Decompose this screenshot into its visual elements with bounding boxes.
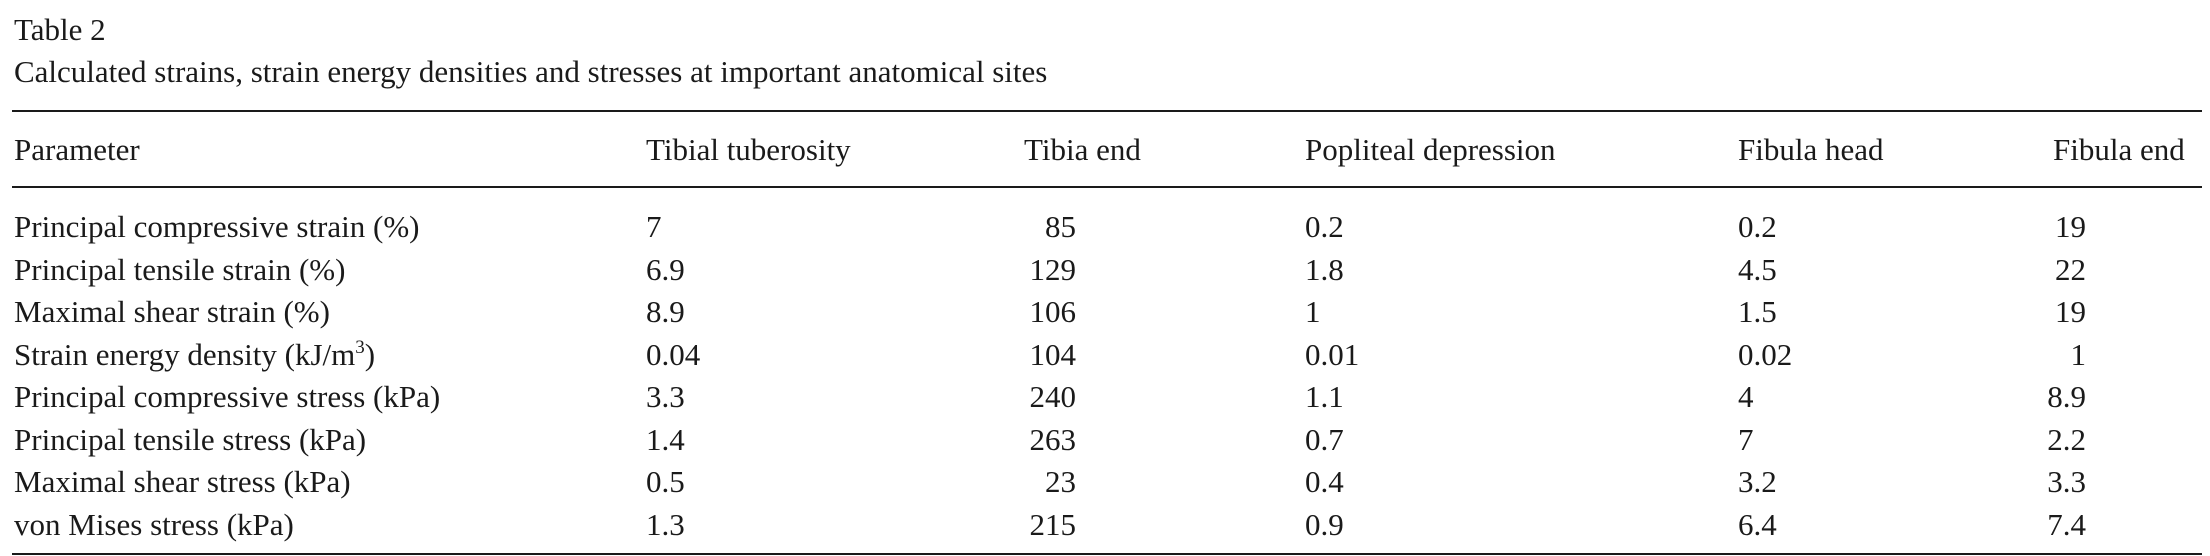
row-parameter: Strain energy density (kJ/m3) bbox=[14, 337, 375, 373]
parameter-tail: ) bbox=[364, 337, 376, 372]
row-value: 129 bbox=[1029, 252, 1077, 287]
header-rule bbox=[12, 186, 2202, 188]
row-value: 1.5 bbox=[1738, 294, 1777, 329]
row-value: 0.2 bbox=[1305, 209, 1344, 244]
row-parameter: Principal tensile strain (%) bbox=[14, 252, 345, 288]
row-value: 22 bbox=[2055, 252, 2086, 287]
row-value: 2.2 bbox=[2047, 422, 2086, 457]
row-parameter: Maximal shear stress (kPa) bbox=[14, 464, 351, 500]
row-value: 1 bbox=[1305, 294, 1321, 329]
row-value: 106 bbox=[1029, 294, 1077, 329]
parameter-text: Principal compressive strain (%) bbox=[14, 209, 420, 244]
header-tibia-end: Tibia end bbox=[1024, 132, 1141, 167]
row-value: 23 bbox=[1045, 464, 1076, 499]
row-value: 0.4 bbox=[1305, 464, 1344, 499]
row-value: 7 bbox=[1738, 422, 1754, 457]
row-parameter: Principal tensile stress (kPa) bbox=[14, 422, 366, 458]
parameter-text: von Mises stress (kPa) bbox=[14, 507, 294, 542]
row-value: 0.5 bbox=[646, 464, 685, 499]
row-value: 6.9 bbox=[646, 252, 685, 287]
row-value: 0.02 bbox=[1738, 337, 1793, 372]
row-value: 85 bbox=[1045, 209, 1076, 244]
row-value: 3.3 bbox=[646, 379, 685, 414]
row-value: 104 bbox=[1029, 337, 1077, 372]
unit-superscript: 3 bbox=[355, 337, 365, 358]
row-value: 0.04 bbox=[646, 337, 701, 372]
header-fibula-end: Fibula end bbox=[2053, 132, 2185, 167]
row-parameter: Principal compressive strain (%) bbox=[14, 209, 419, 245]
header-tibial-tuberosity: Tibial tuberosity bbox=[646, 132, 851, 167]
row-value: 4 bbox=[1738, 379, 1754, 414]
row-value: 0.2 bbox=[1738, 209, 1777, 244]
row-value: 0.7 bbox=[1305, 422, 1344, 457]
row-value: 19 bbox=[2055, 294, 2086, 329]
row-value: 1.3 bbox=[646, 507, 685, 542]
parameter-text: Maximal shear stress (kPa) bbox=[14, 464, 351, 499]
table-title: Calculated strains, strain energy densit… bbox=[14, 54, 1048, 89]
parameter-text: Strain energy density (kJ/m bbox=[14, 337, 356, 372]
row-value: 3.2 bbox=[1738, 464, 1777, 499]
row-value: 8.9 bbox=[2047, 379, 2086, 414]
row-value: 6.4 bbox=[1738, 507, 1777, 542]
parameter-text: Principal tensile stress (kPa) bbox=[14, 422, 367, 457]
row-value: 8.9 bbox=[646, 294, 685, 329]
bottom-rule bbox=[12, 553, 2202, 555]
row-value: 0.01 bbox=[1305, 337, 1360, 372]
parameter-text: Maximal shear strain (%) bbox=[14, 294, 330, 329]
row-value: 1.1 bbox=[1305, 379, 1344, 414]
header-popliteal-depression: Popliteal depression bbox=[1305, 132, 1556, 167]
top-rule bbox=[12, 110, 2202, 112]
row-parameter: Principal compressive stress (kPa) bbox=[14, 379, 440, 415]
row-value: 7 bbox=[646, 209, 662, 244]
parameter-text: Principal tensile strain (%) bbox=[14, 252, 346, 287]
row-value: 1.8 bbox=[1305, 252, 1344, 287]
row-value: 4.5 bbox=[1738, 252, 1777, 287]
parameter-text: Principal compressive stress (kPa) bbox=[14, 379, 441, 414]
row-value: 19 bbox=[2055, 209, 2086, 244]
header-parameter: Parameter bbox=[14, 132, 140, 167]
row-value: 1.4 bbox=[646, 422, 685, 457]
row-value: 7.4 bbox=[2047, 507, 2086, 542]
row-value: 3.3 bbox=[2047, 464, 2086, 499]
row-value: 263 bbox=[1029, 422, 1077, 457]
row-parameter: Maximal shear strain (%) bbox=[14, 294, 330, 330]
table-label: Table 2 bbox=[14, 12, 106, 47]
row-value: 215 bbox=[1029, 507, 1077, 542]
row-value: 240 bbox=[1029, 379, 1077, 414]
row-value: 1 bbox=[2070, 337, 2087, 372]
row-parameter: von Mises stress (kPa) bbox=[14, 507, 294, 543]
header-fibula-head: Fibula head bbox=[1738, 132, 1884, 167]
row-value: 0.9 bbox=[1305, 507, 1344, 542]
